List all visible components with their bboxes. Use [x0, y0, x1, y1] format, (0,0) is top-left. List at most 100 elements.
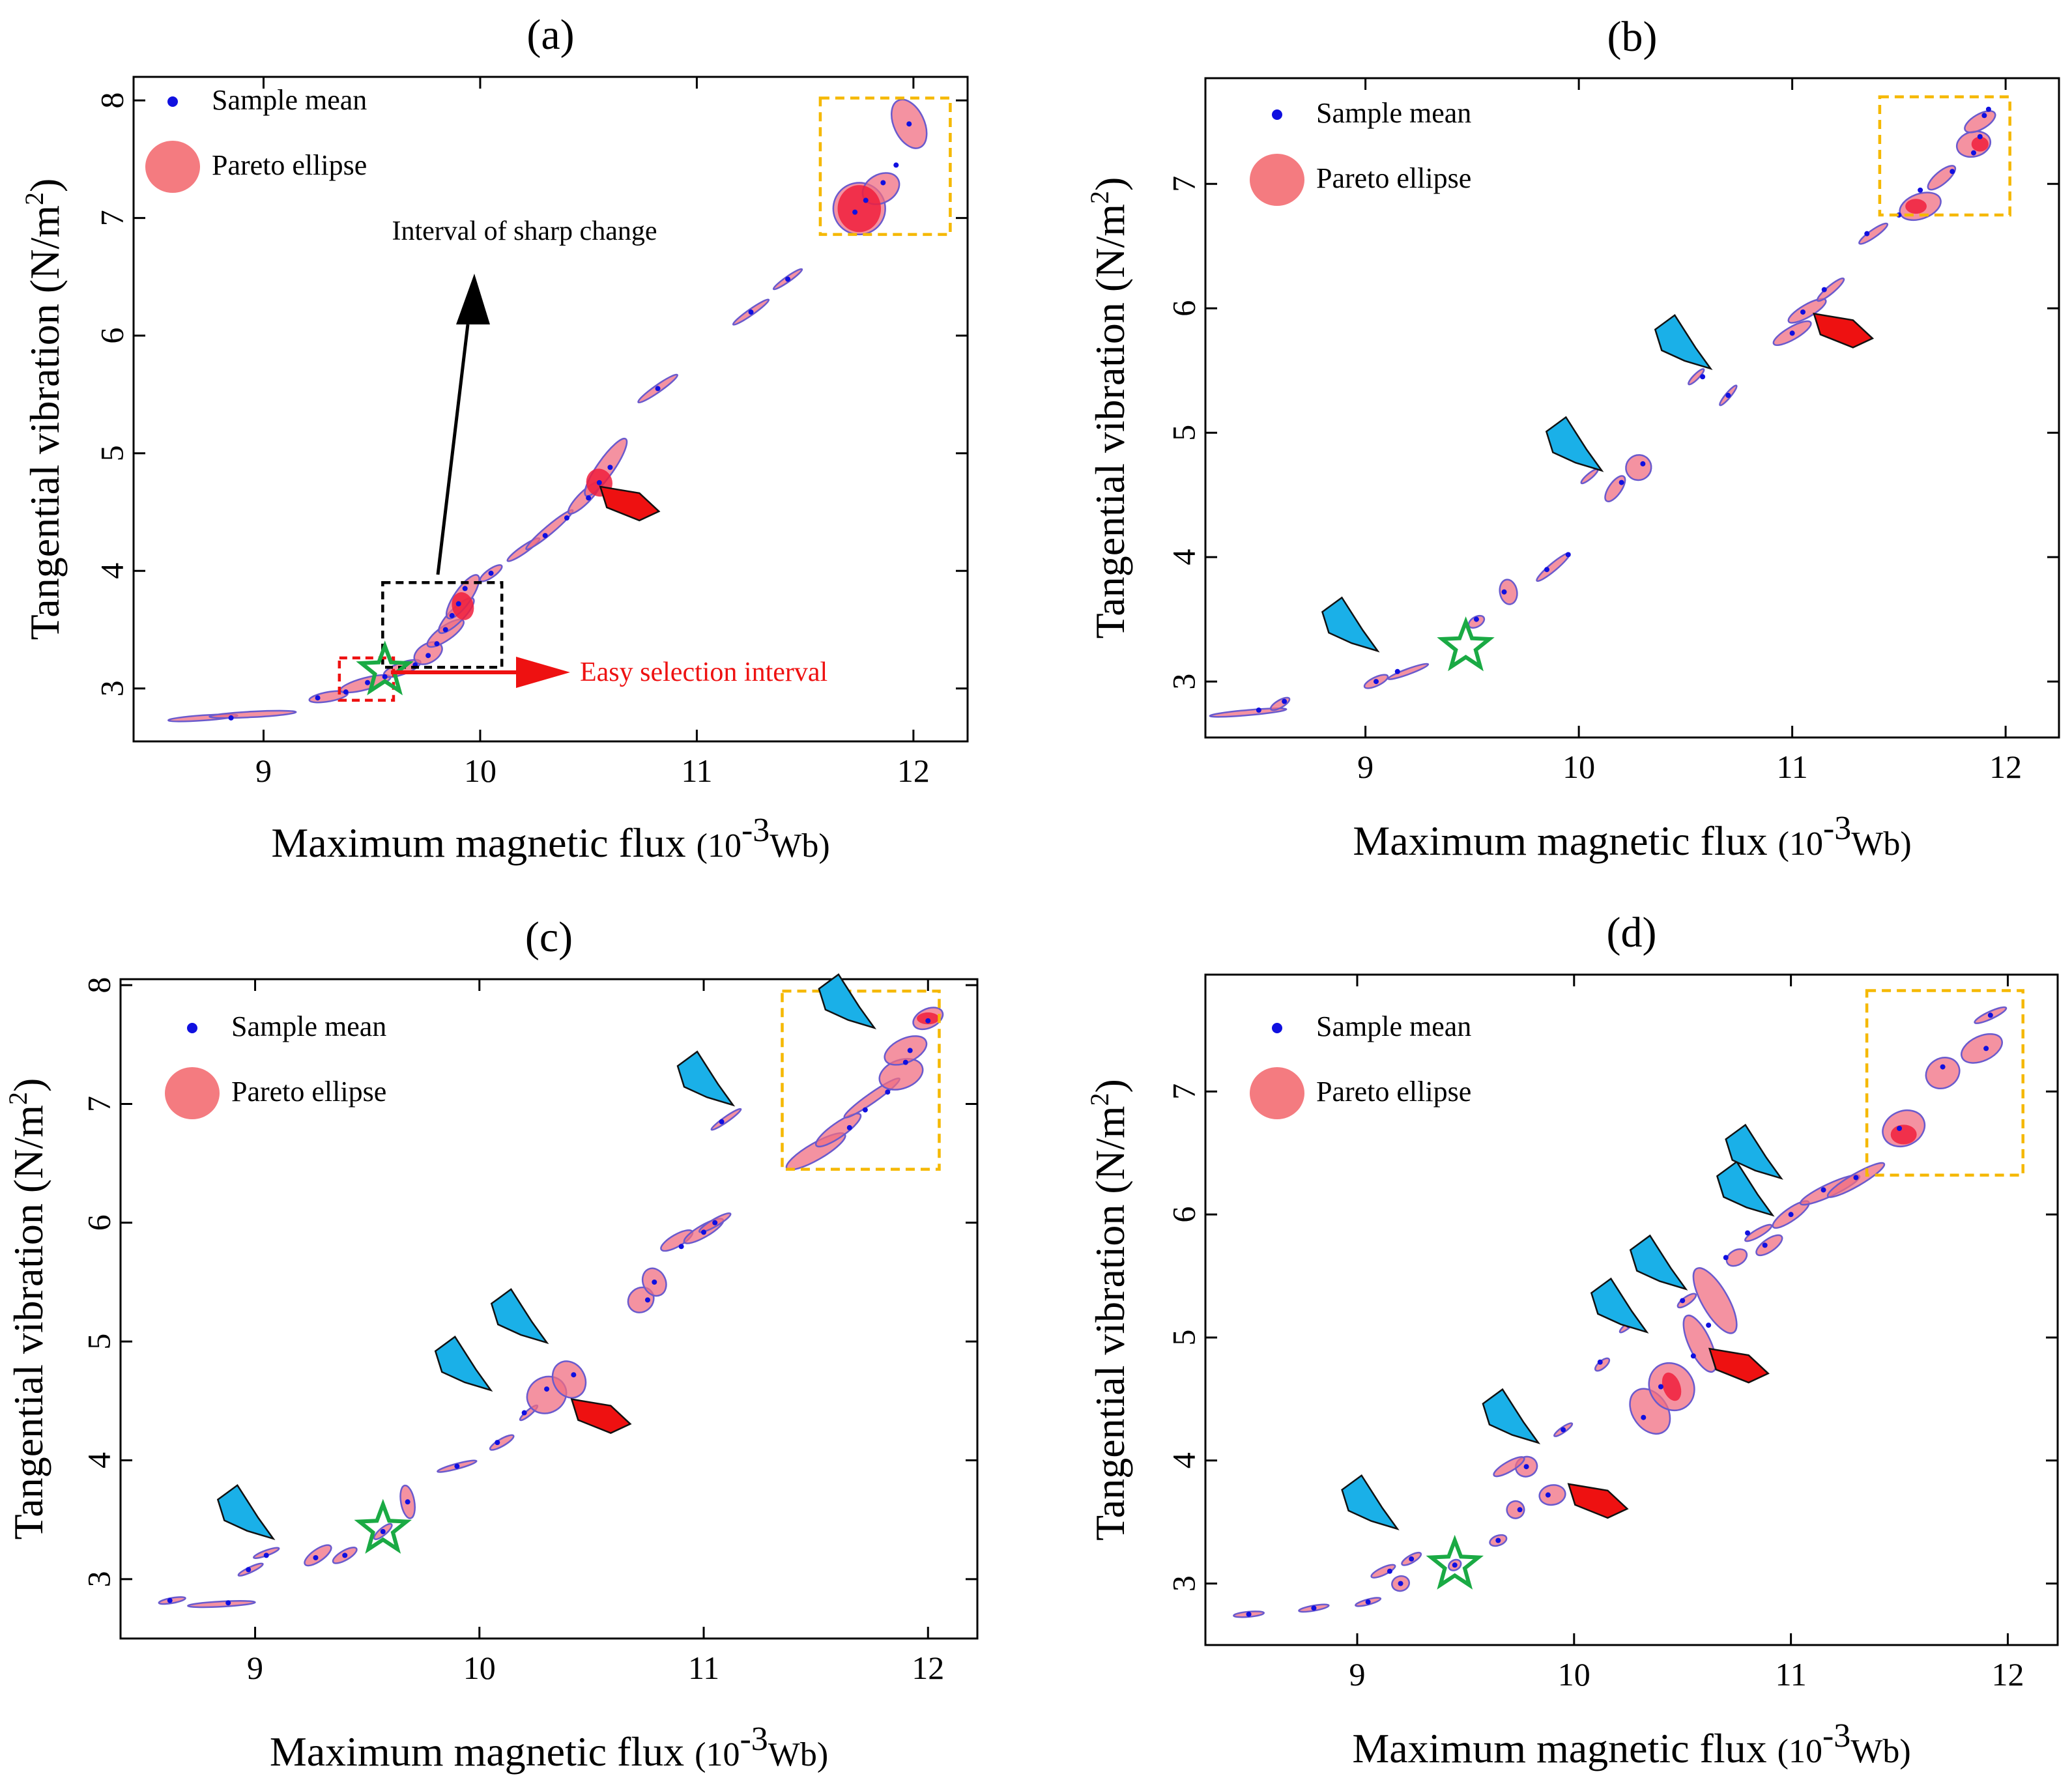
sample-mean-point	[1821, 287, 1827, 293]
sample-mean-point	[652, 1279, 657, 1285]
sample-mean-point	[1256, 707, 1261, 713]
pareto-ellipse	[1816, 277, 1845, 302]
pareto-ellipse	[551, 1360, 587, 1399]
sample-mean-point	[607, 465, 613, 470]
sample-mean-point	[1561, 1427, 1566, 1433]
sample-mean-point	[425, 653, 431, 659]
y-tick-label: 4	[80, 1452, 117, 1468]
pareto-ellipse	[1506, 1500, 1525, 1519]
legend-ellipse-marker	[145, 141, 200, 193]
sample-mean-point	[1495, 1538, 1501, 1543]
y-tick-label: 6	[1165, 1207, 1201, 1223]
x-tick-label: 9	[247, 1650, 263, 1686]
plot-frame	[119, 978, 979, 1640]
legend-mean-marker	[187, 1023, 197, 1033]
highlight-box	[818, 96, 952, 236]
sample-mean-point	[1501, 589, 1507, 595]
sample-mean-point	[1897, 1126, 1903, 1132]
sample-mean-point	[880, 180, 886, 186]
sample-mean-point	[571, 1372, 577, 1378]
sample-mean-point	[1950, 169, 1955, 175]
y-axis-unit-exponent: 2	[20, 192, 49, 205]
optimal-star-icon	[1426, 1534, 1484, 1590]
x-axis-unit: (10	[1777, 1733, 1822, 1770]
x-tick-label: 11	[681, 752, 712, 789]
sample-mean-point	[495, 1440, 500, 1446]
y-tick-label: 7	[1165, 176, 1201, 192]
sample-mean-point	[1517, 1507, 1523, 1513]
legend-ellipse-label: Pareto ellipse	[231, 1076, 386, 1108]
panel-title: (c)	[525, 913, 573, 961]
pareto-ellipse	[884, 1035, 928, 1066]
sample-mean-point	[434, 641, 440, 647]
sample-mean-point	[885, 1089, 891, 1095]
pareto-ellipse	[1604, 475, 1626, 502]
pareto-ellipse	[1209, 708, 1288, 718]
sample-mean-point	[455, 601, 461, 607]
blue-arrow-icon	[1654, 314, 1713, 371]
blue-arrow-icon	[1629, 1234, 1688, 1291]
x-tick-label: 12	[1991, 1656, 2024, 1693]
pareto-ellipse	[1744, 1224, 1773, 1242]
x-tick-label: 9	[1349, 1656, 1365, 1693]
y-axis-title: Tangential vibration (N/m	[5, 1105, 51, 1539]
sample-mean-point	[225, 1600, 231, 1606]
x-axis-unit: (10	[1778, 825, 1823, 863]
sharp-change-arrow-line	[436, 324, 470, 575]
sample-mean-point	[442, 627, 448, 633]
x-axis-unit-exponent: -3	[1822, 1717, 1850, 1754]
panel-title: (b)	[1607, 13, 1658, 61]
sample-mean-point	[655, 386, 661, 392]
y-axis-unit-close: )	[1087, 1079, 1133, 1093]
y-axis-label: Tangential vibration (N/m2)	[1085, 1079, 1133, 1541]
sample-mean-point	[1985, 106, 1991, 112]
y-tick-label: 3	[1165, 1575, 1201, 1592]
sample-mean-point	[564, 515, 569, 521]
pareto-ellipse	[1580, 468, 1599, 485]
highlight-box	[1878, 95, 2011, 217]
sample-mean-point	[678, 1244, 684, 1250]
legend-mean-label: Sample mean	[1316, 97, 1471, 129]
legend-mean-marker	[1272, 1023, 1282, 1033]
x-axis-label: Maximum magnetic flux (10-3Wb)	[1353, 810, 1911, 864]
y-tick-label: 7	[1165, 1083, 1201, 1100]
sample-mean-point	[925, 1018, 931, 1023]
legend-ellipse-label: Pareto ellipse	[1316, 162, 1471, 194]
sample-mean-point	[167, 1597, 173, 1603]
pareto-ellipse	[489, 1434, 515, 1451]
sample-mean-point	[1282, 698, 1288, 704]
x-axis-unit-exponent: -3	[1823, 810, 1851, 847]
panel-c: (c) 9 10 11 12 3 4 5 6 7 8 Maximum magnetic flux (1…	[3, 913, 979, 1775]
sample-mean-point	[1640, 461, 1646, 466]
legend-ellipse-label: Pareto ellipse	[212, 149, 367, 181]
sample-mean-point	[462, 586, 468, 592]
panel-a: (a) 9 10 11 12 3 4 5 6 7 8 Maximum magnetic flux (1…	[20, 11, 969, 866]
pareto-ellipse	[1499, 579, 1518, 605]
optimal-star-icon	[1437, 616, 1495, 672]
x-axis-title: Maximum magnetic flux	[1352, 1725, 1777, 1771]
sample-mean-point	[1723, 1255, 1729, 1261]
sample-mean-point	[863, 197, 869, 203]
y-tick-label: 5	[1165, 425, 1201, 441]
sample-mean-point	[1452, 1562, 1458, 1568]
y-axis-label: Tangential vibration (N/m2)	[20, 179, 68, 640]
sample-mean-point	[1641, 1414, 1647, 1420]
x-axis-unit-exponent: -3	[741, 812, 770, 849]
sample-mean-point	[380, 1528, 386, 1534]
x-axis-unit: (10	[695, 1736, 740, 1773]
pareto-ellipse	[710, 1108, 742, 1131]
x-axis-label: Maximum magnetic flux (10-3Wb)	[270, 1721, 828, 1775]
x-tick-label: 10	[1562, 749, 1595, 785]
plot-frame	[1204, 973, 2059, 1646]
sharp-change-label: Interval of sharp change	[392, 216, 657, 246]
sample-mean-point	[1374, 679, 1379, 685]
y-tick-label: 3	[80, 1571, 117, 1587]
sample-mean-point	[1545, 1492, 1551, 1498]
sample-mean-point	[1706, 1323, 1712, 1328]
pareto-ellipse	[1688, 368, 1705, 386]
panel-b: (b) 9 10 11 12 3 4 5 6 7 Maximum magnetic flux (10…	[1085, 13, 2060, 864]
sample-mean-point	[263, 1553, 269, 1558]
sample-mean-point	[1987, 1012, 1993, 1018]
sample-mean-point	[906, 121, 912, 127]
sample-mean-point	[902, 1059, 908, 1065]
